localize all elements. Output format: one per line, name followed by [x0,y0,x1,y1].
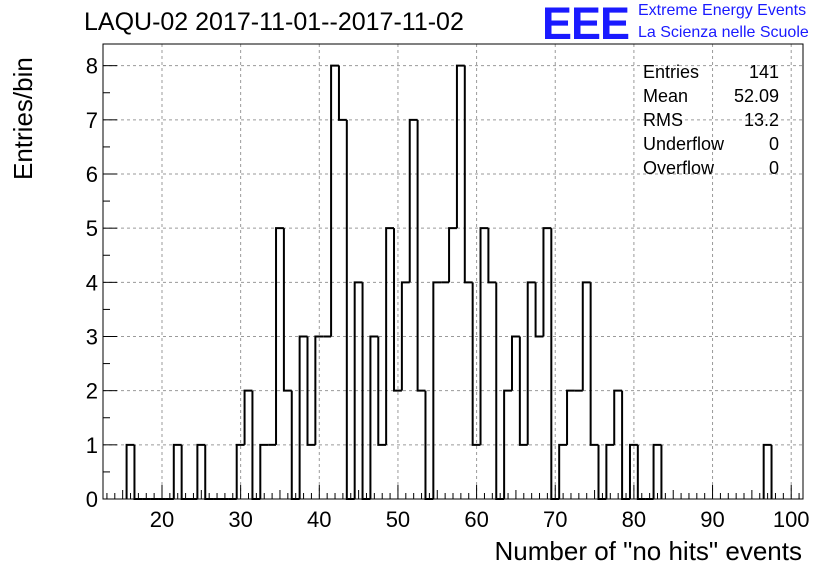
histogram-bin [448,227,457,283]
chart-title: LAQU-02 2017-11-01--2017-11-02 [84,8,464,36]
x-tick-label: 30 [228,507,252,532]
histogram-bin [400,281,410,391]
histogram-bin [243,389,253,445]
y-tick-label: 1 [86,433,98,458]
histogram-bin [282,228,292,392]
x-tick-label: 40 [307,507,331,532]
y-tick-label: 6 [86,162,98,187]
histogram-bin [581,281,591,391]
eee-logo-line1: Extreme Energy Events [638,2,807,19]
histogram-bin [259,443,269,499]
stats-value: 0 [768,158,779,178]
histogram-bin [455,64,465,229]
histogram-bin [298,335,308,499]
histogram-bin [526,281,536,445]
histogram-bin [275,227,284,445]
histogram-bin [597,444,607,500]
x-tick-label: 80 [622,507,646,532]
histogram-bin [550,228,560,500]
histogram-bin [345,119,355,500]
histogram-bin [487,228,497,284]
histogram-bin [180,444,190,500]
histogram-bin [172,443,182,499]
histogram-bin [314,335,324,445]
stats-label: Entries [643,62,700,82]
x-tick-label: 100 [773,507,810,532]
stats-value: 52.09 [733,86,779,106]
stats-value: 141 [748,62,779,82]
y-tick-label: 0 [86,487,98,512]
stats-label: Mean [643,86,689,106]
eee-logo: EEE [542,0,630,49]
histogram-bin [471,282,481,446]
histogram-bin [589,282,599,446]
histogram-bin [605,443,615,499]
histogram-bin [636,444,646,500]
stats-box: Entries 141 Mean 52.09 RMS 13.2 Underflo… [643,60,779,180]
histogram-bin [542,227,552,337]
histogram-bin [510,335,520,391]
histogram-bin [385,227,395,445]
histogram-bin [463,65,473,284]
y-axis-label: Entries/bin [8,57,38,180]
x-tick-label: 60 [464,507,488,532]
stats-value: 13.2 [743,110,779,130]
histogram-bin [534,282,544,338]
histogram-bin [628,443,638,499]
histogram-bin [133,444,143,500]
histogram-bin [196,443,206,499]
stats-label: RMS [643,110,683,130]
histogram-bin [621,390,630,500]
y-tick-label: 8 [86,54,98,79]
histogram-bin [503,389,512,499]
stats-row-rms: RMS 13.2 [643,108,779,132]
x-tick-label: 70 [543,507,567,532]
histogram-bin [361,282,371,500]
y-tick-label: 2 [86,379,98,404]
histogram-bin [495,282,505,500]
histogram-bin [762,443,772,499]
y-tick-label: 7 [86,108,98,133]
histogram-bin [613,389,623,445]
histogram-bin [424,390,434,500]
histogram-bin [125,443,135,499]
histogram-bin [566,389,575,445]
x-tick-label: 50 [386,507,410,532]
histogram-bin [353,281,363,499]
x-tick-label: 20 [150,507,174,532]
histogram-bin [204,444,214,500]
histogram-bin [290,390,300,500]
histogram-bin [337,65,347,121]
stats-row-underflow: Underflow 0 [643,132,779,156]
histogram-bin [518,336,528,446]
histogram-bin [369,335,379,499]
stats-row-overflow: Overflow 0 [643,156,779,180]
stats-label: Underflow [643,134,725,154]
stats-value: 0 [768,134,779,154]
eee-logo-line2: La Scienza nelle Scuole [638,24,809,41]
histogram-bin [306,336,316,446]
histogram-bin [393,228,402,392]
histogram-bin [408,118,418,283]
histogram-bin [330,64,339,337]
histogram-bin [652,443,662,499]
histogram-bin [432,281,442,499]
y-tick-label: 5 [86,216,98,241]
histogram-bin [416,119,426,392]
histogram-bin [377,336,387,446]
stats-row-mean: Mean 52.09 [643,84,779,108]
histogram-bin [251,390,261,500]
histogram-bin [235,443,245,499]
y-tick-label: 4 [86,270,98,295]
stats-row-entries: Entries 141 [643,60,779,84]
histogram-bin [558,443,568,499]
histogram-bin [479,227,489,445]
stats-label: Overflow [643,158,715,178]
y-tick-label: 3 [86,325,98,350]
x-tick-label: 90 [700,507,724,532]
x-axis-label: Number of "no hits" events [494,536,803,566]
